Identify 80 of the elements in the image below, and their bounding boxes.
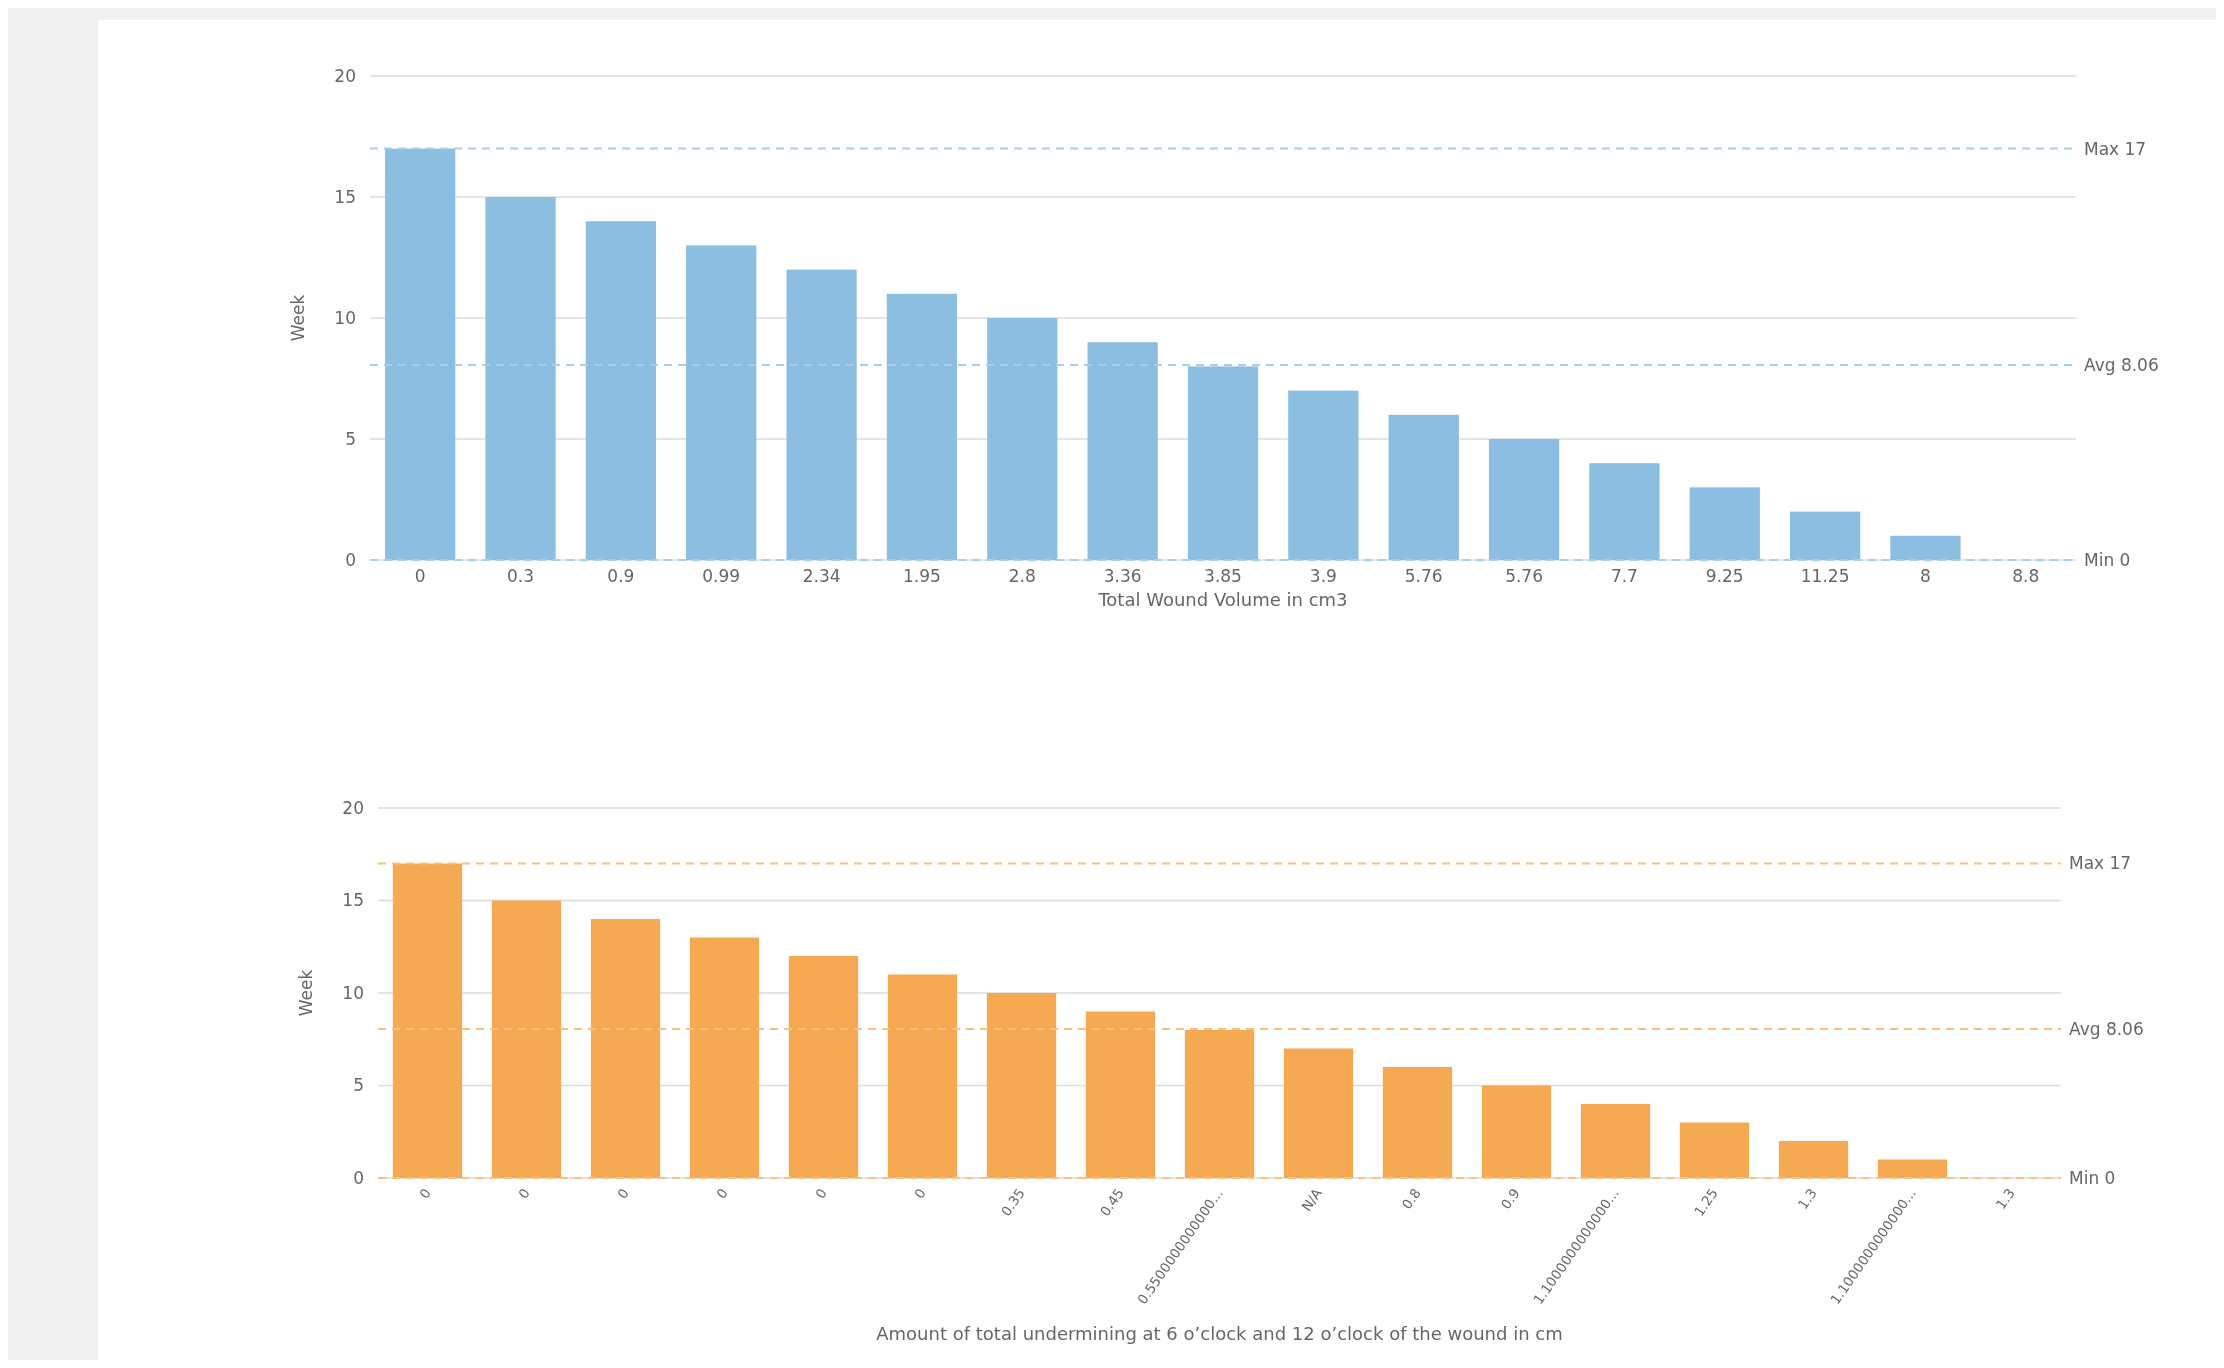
x-tick-label: 0.9: [607, 566, 635, 586]
x-tick-label: 0: [811, 1185, 830, 1202]
bar: [1890, 535, 1961, 560]
ref-line-label: Min 0: [2084, 549, 2131, 570]
bar: [590, 919, 661, 1178]
bar: [1187, 366, 1259, 560]
bar: [1085, 1011, 1156, 1178]
x-tick-label: 0: [613, 1185, 632, 1202]
x-tick-label: 5.76: [1505, 566, 1543, 586]
bar: [1689, 487, 1760, 560]
bar: [1382, 1067, 1453, 1178]
ref-line-label: Avg 8.06: [2069, 1018, 2144, 1039]
x-tick-label: 1.95: [903, 566, 941, 586]
bar: [1488, 439, 1560, 560]
x-tick-label: 1.3: [1992, 1185, 2018, 1213]
bar: [1283, 1048, 1354, 1178]
y-tick-label: 5: [353, 1075, 364, 1096]
y-axis-title: Week: [296, 969, 316, 1017]
bar: [987, 318, 1058, 560]
x-tick-label: 7.7: [1610, 566, 1638, 586]
y-tick-label: 20: [342, 797, 364, 818]
bar: [1388, 414, 1459, 560]
bar: [1589, 463, 1660, 560]
bar: [986, 993, 1057, 1178]
x-tick-label: 0.99: [702, 566, 741, 586]
ref-line-label: Max 17: [2069, 853, 2132, 874]
bar: [1481, 1085, 1552, 1178]
x-tick-label: 0: [712, 1185, 731, 1202]
y-tick-label: 0: [345, 549, 356, 570]
y-tick-label: 10: [334, 307, 356, 328]
bar: [392, 863, 463, 1178]
bar: [585, 221, 657, 560]
y-tick-label: 0: [353, 1167, 364, 1188]
y-axis-title: Week: [288, 294, 308, 342]
ref-line-label: Avg 8.06: [2084, 354, 2159, 375]
x-tick-label: 0.3: [507, 566, 535, 586]
y-tick-label: 10: [342, 982, 364, 1003]
x-tick-label: 5.76: [1404, 566, 1443, 586]
bar: [1679, 1122, 1750, 1178]
bar: [485, 197, 556, 560]
bar: [385, 148, 456, 560]
x-tick-label: 0: [415, 1185, 434, 1202]
x-tick-label: 3.85: [1204, 566, 1242, 586]
bar: [1580, 1104, 1651, 1178]
bar: [686, 245, 757, 560]
y-tick-label: 15: [342, 890, 364, 911]
x-tick-label: N/A: [1298, 1184, 1326, 1214]
x-tick-label: 0: [514, 1185, 533, 1202]
bar: [887, 974, 958, 1178]
x-tick-label: 3.36: [1103, 566, 1142, 586]
bar: [1184, 1030, 1255, 1178]
bar: [786, 269, 857, 560]
x-tick-label: 2.34: [802, 566, 841, 586]
x-tick-label: 8.8: [2012, 566, 2040, 586]
x-tick-label: 0.9: [1497, 1185, 1523, 1213]
bar: [689, 937, 760, 1178]
x-tick-label: 0.8: [1398, 1185, 1424, 1213]
x-tick-label: 8: [1920, 566, 1931, 586]
bar: [1778, 1141, 1849, 1178]
bar: [1087, 342, 1158, 560]
ref-line-label: Min 0: [2069, 1167, 2116, 1188]
x-tick-label: 3.9: [1309, 566, 1337, 586]
ref-line-label: Max 17: [2084, 138, 2147, 159]
bar: [1288, 390, 1359, 560]
x-tick-label: 0: [414, 566, 426, 586]
x-tick-label: 11.25: [1800, 566, 1850, 586]
y-tick-label: 5: [345, 428, 356, 449]
x-tick-label: 1.3: [1794, 1185, 1820, 1213]
bar: [1789, 511, 1861, 560]
x-tick-label: 2.8: [1008, 566, 1036, 586]
x-tick-label: 0: [910, 1185, 929, 1202]
bar: [491, 900, 562, 1178]
bar: [886, 293, 958, 560]
bar: [788, 956, 859, 1178]
y-tick-label: 15: [334, 186, 356, 207]
x-axis-title: Amount of total undermining at 6 o’clock and 12 o’clock of the wound in cm: [876, 1323, 1563, 1344]
x-tick-label: 9.25: [1705, 566, 1744, 586]
bar: [1877, 1159, 1948, 1178]
x-axis-title: Total Wound Volume in cm3: [1097, 589, 1348, 610]
y-tick-label: 20: [334, 65, 356, 86]
